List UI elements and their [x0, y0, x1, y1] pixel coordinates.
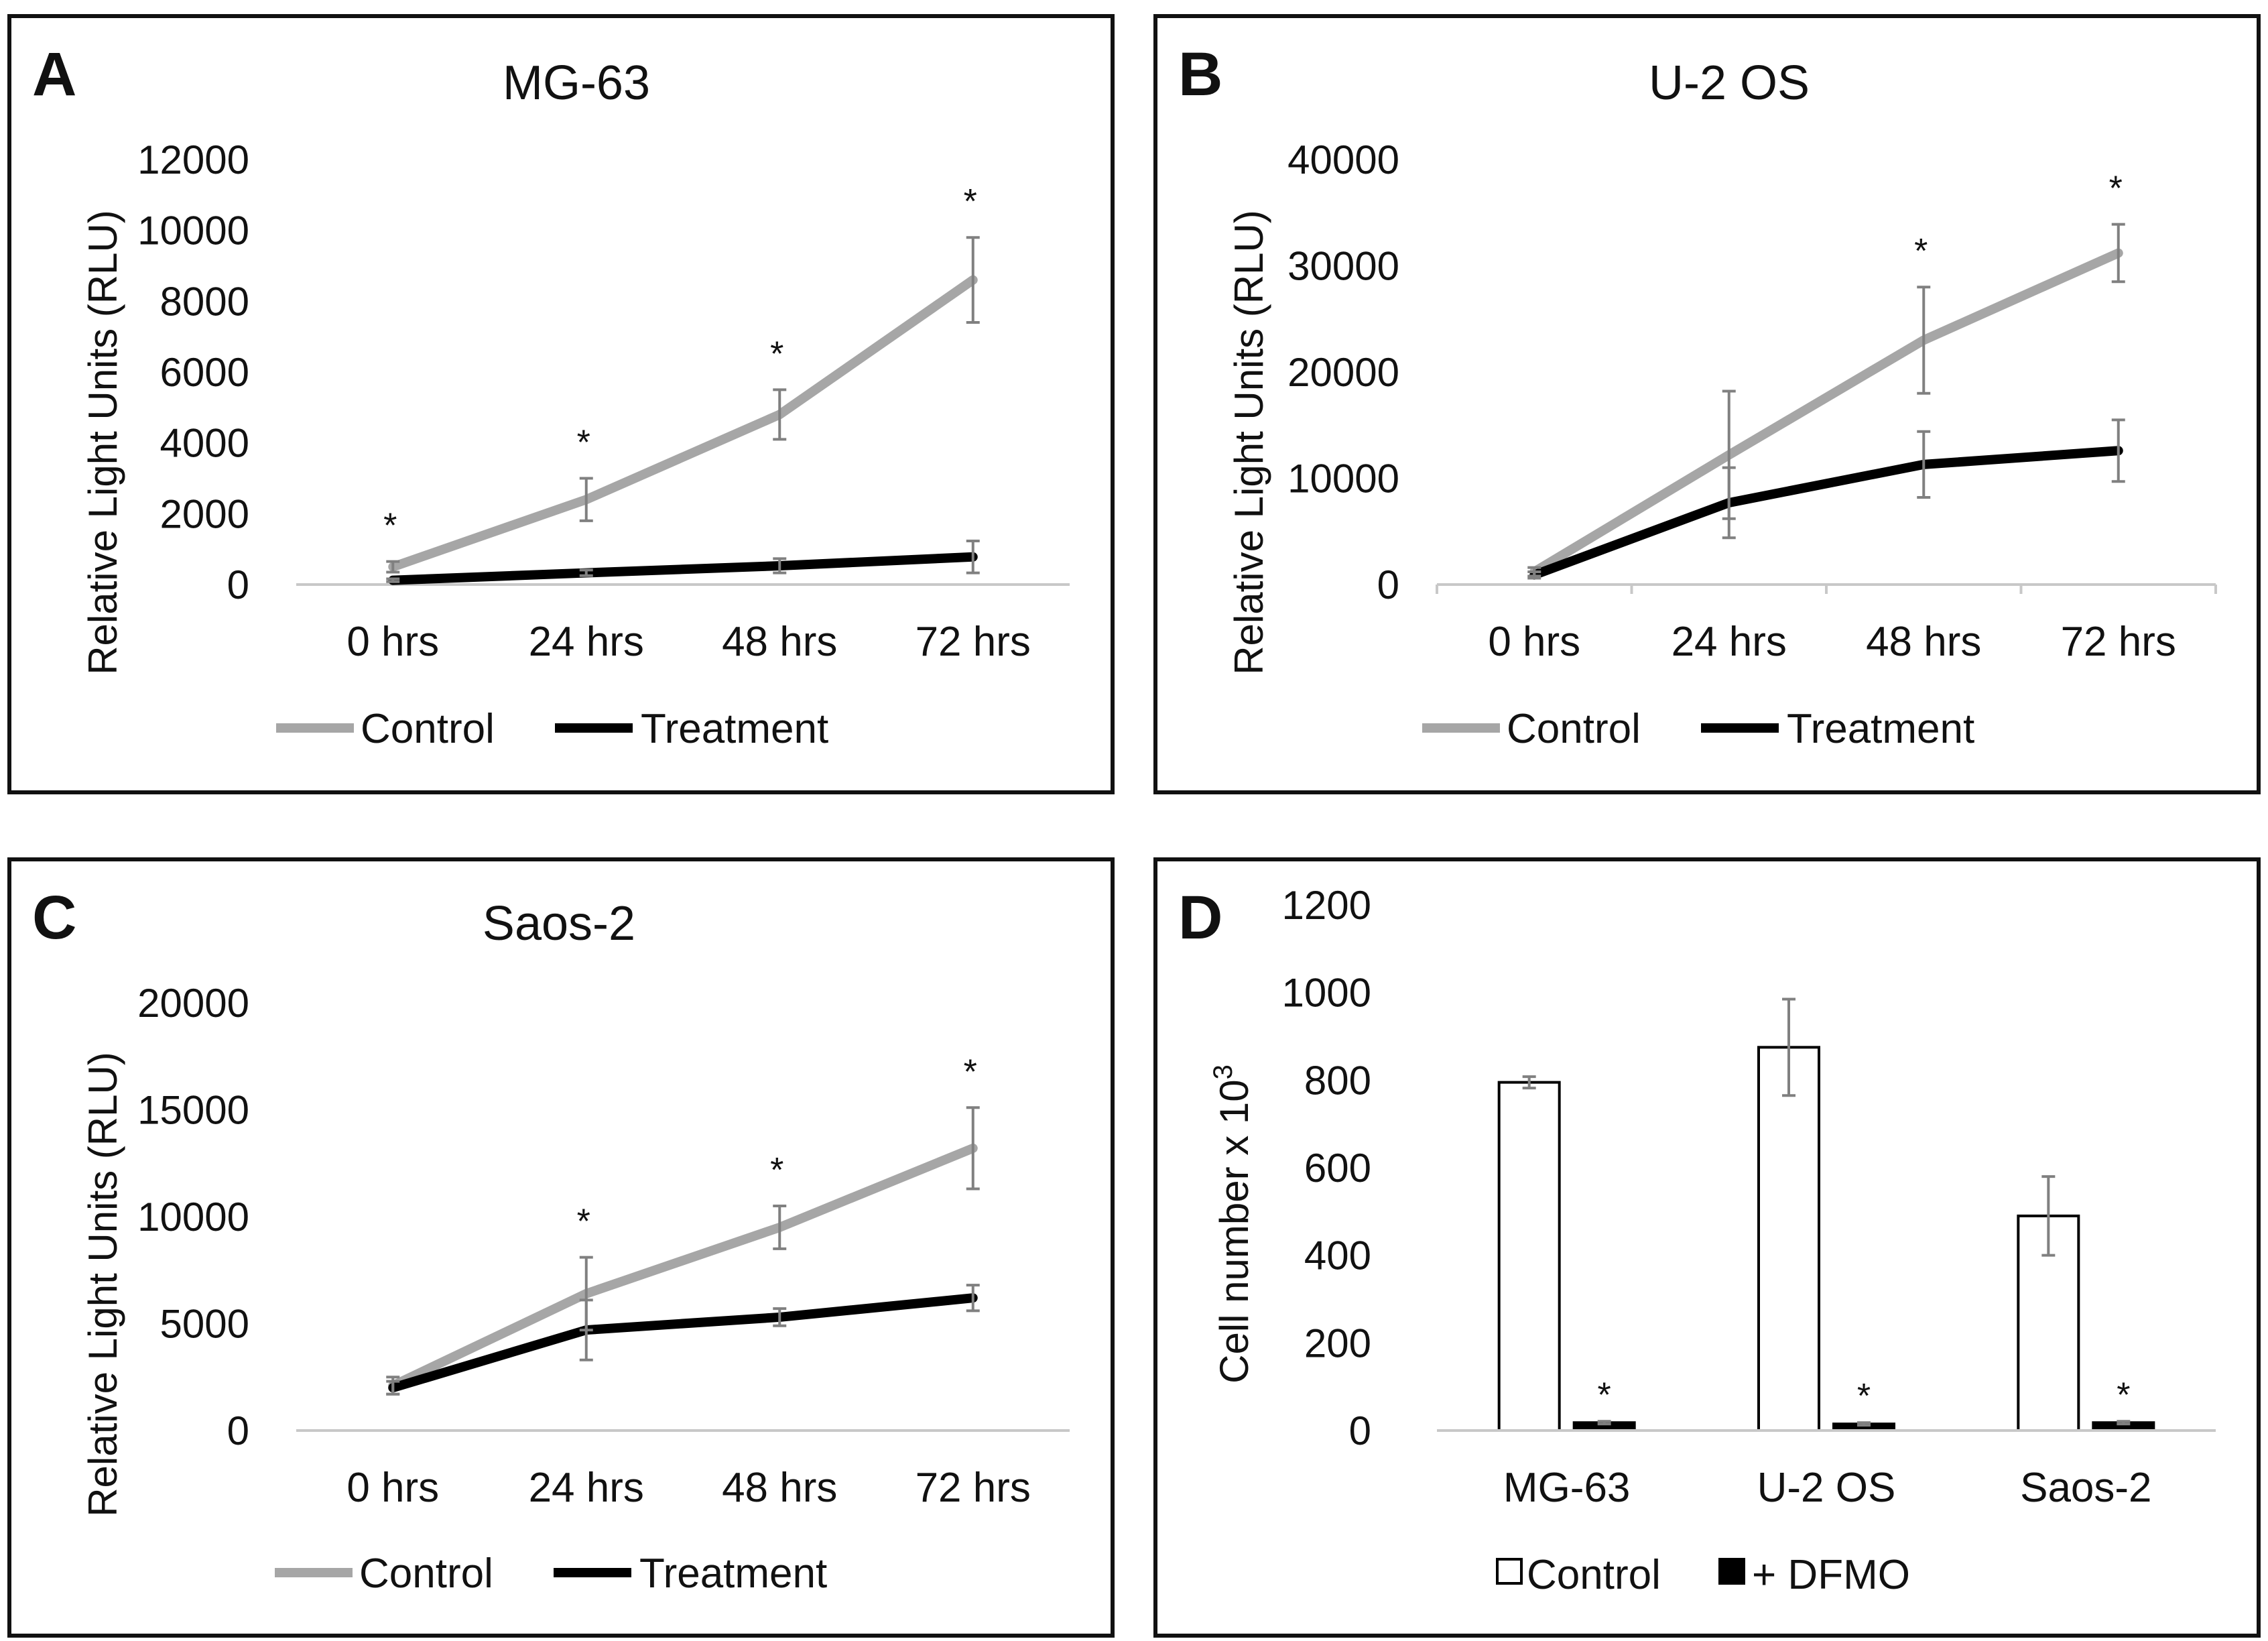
y-tick-label: 1200: [1282, 883, 1371, 928]
legend: Control Treatment: [275, 1551, 827, 1597]
y-tick-label: 12000: [137, 137, 249, 182]
y-axis-label-superscript: 3: [1208, 1065, 1238, 1079]
legend-treatment-label: Treatment: [639, 1551, 827, 1597]
x-tick-label: 72 hrs: [2061, 619, 2176, 665]
legend-treatment-label: Treatment: [1787, 706, 1974, 752]
panel-frame: [7, 857, 1115, 1638]
y-tick-label: 800: [1304, 1058, 1371, 1103]
y-tick-label: 15000: [137, 1088, 249, 1133]
y-tick-label: 600: [1304, 1146, 1371, 1191]
y-tick-label: 40000: [1287, 137, 1399, 182]
plot-area: 0 200 400 600 800 1000 1200 MG-63 U-2 OS Saos-2 * *…: [1282, 883, 2216, 1511]
y-tick-label: 0: [227, 1408, 249, 1453]
x-tick-label: 48 hrs: [722, 1465, 837, 1511]
treatment-series-line: [1529, 446, 2123, 580]
chart-title: U-2 OS: [1649, 56, 1810, 110]
y-tick-label: 200: [1304, 1321, 1371, 1365]
panel-letter: B: [1178, 40, 1222, 109]
y-tick-label: 2000: [160, 491, 249, 536]
x-tick-label: 24 hrs: [1672, 619, 1787, 665]
significance-marker: *: [577, 1203, 590, 1241]
legend-dfmo-swatch: [1718, 1558, 1745, 1585]
control-series-line: [1529, 248, 2123, 576]
x-tick-label: 48 hrs: [1866, 619, 1981, 665]
y-tick-label: 30000: [1287, 244, 1399, 289]
x-tick-label: 0 hrs: [1488, 619, 1580, 665]
significance-marker: *: [383, 507, 397, 546]
significance-marker: *: [577, 424, 590, 463]
y-axis-label: Relative Light Units (RLU): [1226, 210, 1271, 675]
x-tick-label: 0 hrs: [346, 1465, 439, 1511]
legend: Control Treatment: [276, 706, 828, 752]
y-tick-label: 1000: [1282, 971, 1371, 1016]
panel-letter: A: [32, 40, 76, 109]
x-tick-label: 72 hrs: [916, 619, 1031, 665]
legend-control-swatch: [1496, 1558, 1523, 1585]
y-tick-label: 10000: [137, 208, 249, 253]
y-tick-label: 5000: [160, 1302, 249, 1347]
legend-treatment-label: Treatment: [641, 706, 828, 752]
significance-marker: *: [1857, 1377, 1871, 1416]
y-tick-label: 20000: [137, 981, 249, 1026]
legend-control-label: Control: [361, 706, 495, 752]
y-tick-label: 20000: [1287, 350, 1399, 395]
panel-frame: [7, 14, 1115, 794]
y-axis-label: Cell number x 103: [1208, 1065, 1257, 1384]
control-series-line: [388, 1143, 978, 1391]
x-tick-label: 72 hrs: [916, 1465, 1031, 1511]
significance-marker: *: [1598, 1376, 1611, 1414]
y-tick-label: 0: [227, 562, 249, 607]
y-tick-label: 4000: [160, 421, 249, 466]
control-bar: [2017, 1214, 2080, 1433]
significance-marker: *: [2109, 170, 2123, 208]
y-axis-label-text: Cell number x 10: [1212, 1079, 1257, 1384]
legend-control-label: Control: [1527, 1552, 1661, 1598]
legend-dfmo-label: + DFMO: [1752, 1552, 1910, 1598]
legend-control-label: Control: [359, 1551, 493, 1597]
control-bar: [1497, 1081, 1561, 1432]
x-tick-label: Saos-2: [2020, 1465, 2151, 1511]
significance-marker: *: [964, 1052, 977, 1091]
y-tick-label: 8000: [160, 279, 249, 324]
panel-letter: D: [1178, 884, 1222, 952]
panel-d: D Cell number x 103 0 200 400 600 800 1000 120…: [1153, 857, 2261, 1638]
y-axis-label: Relative Light Units (RLU): [80, 1052, 125, 1517]
panel-letter: C: [32, 884, 76, 952]
legend: Control + DFMO: [1496, 1552, 1910, 1598]
y-tick-label: 10000: [137, 1195, 249, 1239]
chart-title: MG-63: [503, 56, 650, 110]
control-bar: [1757, 1046, 1820, 1433]
panel-frame: [1153, 14, 2261, 794]
legend-control-label: Control: [1507, 706, 1641, 752]
y-tick-label: 400: [1304, 1233, 1371, 1278]
panel-b: B U-2 OS Relative Light Units (RLU) 0 100…: [1153, 14, 2261, 794]
plot-area: 0 10000 20000 30000 40000 0 hrs 24 hrs 48 hrs 72…: [1287, 137, 2217, 665]
x-tick-label: 24 hrs: [529, 619, 644, 665]
chart-title: Saos-2: [483, 897, 635, 951]
plot-area: 0 5000 10000 15000 20000 0 hrs 24 hrs 48 hrs 72 …: [137, 981, 1070, 1511]
plot-area: 0 2000 4000 6000 8000 10000 12000 0 hrs 24 hrs 48…: [137, 137, 1070, 665]
significance-marker: *: [2117, 1376, 2130, 1414]
treatment-series-line: [388, 1293, 978, 1393]
y-tick-label: 0: [1349, 1408, 1371, 1453]
y-axis-label: Relative Light Units (RLU): [80, 210, 125, 675]
y-tick-label: 6000: [160, 350, 249, 395]
treatment-series-line: [388, 552, 978, 585]
x-tick-label: U-2 OS: [1757, 1465, 1896, 1511]
legend: Control Treatment: [1422, 706, 1974, 752]
y-tick-label: 10000: [1287, 457, 1399, 501]
x-tick-label: 48 hrs: [722, 619, 837, 665]
significance-marker: *: [964, 182, 977, 221]
y-tick-label: 0: [1377, 562, 1399, 607]
x-tick-label: MG-63: [1503, 1465, 1630, 1511]
x-tick-label: 24 hrs: [529, 1465, 644, 1511]
significance-marker: *: [1914, 232, 1928, 271]
panel-a: A MG-63 Relative Light Units (RLU) 0 2000…: [7, 14, 1115, 794]
significance-marker: *: [770, 1151, 783, 1190]
significance-marker: *: [770, 335, 783, 373]
panel-c: C Saos-2 Relative Light Units (RLU) 0 500…: [7, 857, 1115, 1638]
x-tick-label: 0 hrs: [346, 619, 439, 665]
control-series-line: [388, 275, 978, 572]
